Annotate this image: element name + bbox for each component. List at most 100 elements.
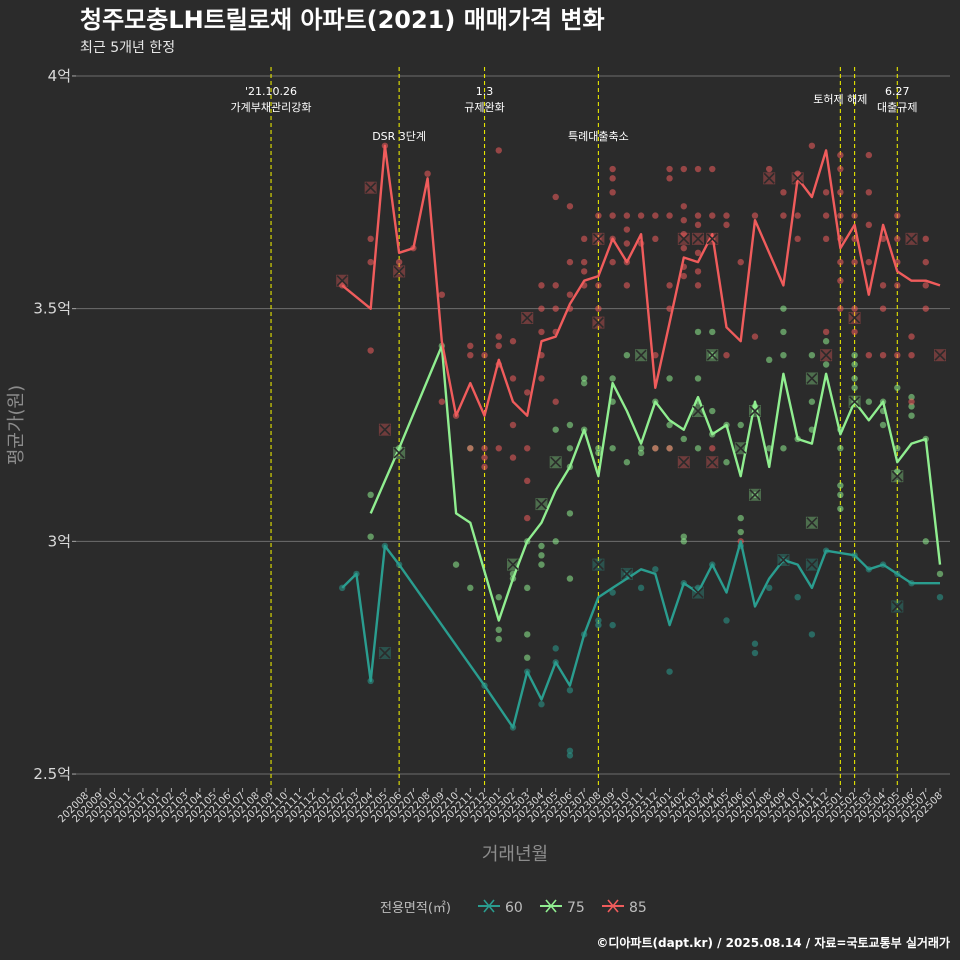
point-85 [623, 282, 631, 289]
point-75 [780, 305, 787, 312]
annotation-label: 토허제 해제 [813, 92, 867, 106]
point-75 [609, 445, 616, 452]
point-85 [865, 189, 873, 196]
point-75 [879, 421, 887, 429]
annotation-date: 1.3 [476, 85, 494, 98]
point-85 [495, 445, 502, 452]
point-75 [609, 375, 616, 382]
point-75 [680, 533, 687, 540]
point-75 [595, 445, 602, 452]
caption: ©디아파트(dapt.kr) / 2025.08.14 / 자료=국토교통부 실… [596, 935, 950, 950]
point-75 [637, 449, 645, 457]
point-85 [908, 398, 915, 405]
point-85 [908, 333, 915, 340]
point-85 [566, 291, 574, 298]
point-85 [837, 151, 844, 159]
point-75 [851, 384, 858, 391]
point-60 [595, 617, 602, 624]
point-85 [894, 212, 901, 219]
point-85 [694, 165, 702, 173]
point-75 [580, 379, 588, 387]
point-85 [851, 328, 858, 336]
point-75 [723, 459, 730, 466]
point-75 [680, 538, 687, 545]
point-85 [509, 421, 517, 429]
point-85 [538, 375, 545, 382]
mark-x-85 [763, 172, 775, 184]
point-85 [709, 445, 716, 452]
point-85 [524, 389, 531, 396]
point-60 [637, 584, 645, 592]
point-75 [367, 533, 374, 540]
point-75 [524, 654, 531, 661]
point-75 [566, 445, 574, 452]
point-60 [552, 645, 559, 652]
point-75 [780, 445, 787, 452]
point-85 [438, 398, 446, 405]
mark-x-85 [379, 424, 391, 436]
point-85 [837, 277, 844, 284]
point-85 [509, 338, 517, 345]
mark-x-85 [592, 233, 604, 245]
point-75 [623, 459, 631, 466]
point-85 [666, 445, 673, 452]
point-85 [879, 282, 887, 289]
mark-x-85 [934, 349, 946, 361]
point-75 [566, 510, 574, 517]
point-75 [495, 593, 502, 601]
point-85 [652, 212, 659, 219]
point-85 [495, 333, 502, 340]
point-85 [424, 170, 431, 177]
point-85 [680, 244, 687, 252]
point-75 [808, 351, 816, 359]
point-85 [481, 454, 488, 461]
point-85 [652, 351, 659, 359]
y-tick-label: 4억 [48, 67, 71, 85]
point-85 [538, 282, 545, 289]
point-85 [865, 221, 873, 229]
point-75 [538, 561, 545, 568]
point-75 [808, 398, 816, 405]
point-60 [766, 584, 773, 592]
point-85 [894, 282, 901, 289]
point-75 [637, 445, 645, 452]
point-85 [580, 258, 588, 266]
point-85 [822, 212, 830, 219]
point-85 [566, 258, 574, 266]
mark-x-60 [891, 600, 903, 613]
point-85 [623, 240, 631, 247]
point-60 [538, 701, 545, 708]
point-85 [894, 351, 901, 359]
point-85 [680, 165, 687, 173]
point-85 [666, 165, 673, 173]
mark-x-75 [535, 498, 548, 510]
point-75 [538, 552, 545, 559]
legend-x-75 [545, 899, 557, 913]
cross-marks [336, 172, 946, 660]
point-85 [865, 258, 873, 266]
point-85 [495, 342, 502, 350]
point-85 [467, 342, 474, 350]
point-85 [666, 175, 673, 182]
point-85 [737, 258, 744, 266]
point-85 [395, 258, 403, 266]
point-85 [566, 203, 574, 210]
mark-x-75 [706, 349, 718, 361]
point-75 [452, 561, 460, 568]
point-75 [566, 421, 574, 429]
annotation-date: 6.27 [885, 85, 910, 98]
point-75 [495, 635, 502, 643]
point-85 [879, 351, 887, 359]
annotation-label: 가계부채관리강화 [231, 101, 312, 114]
point-75 [623, 351, 631, 359]
point-85 [595, 282, 602, 289]
chart-subtitle: 최근 5개년 한정 [80, 40, 175, 56]
point-75 [837, 505, 844, 512]
point-75 [780, 328, 787, 336]
mark-x-60 [777, 554, 789, 566]
y-tick-label: 2.5억 [33, 765, 71, 783]
point-75 [822, 361, 830, 368]
mark-x-85 [365, 182, 377, 194]
point-75 [851, 351, 858, 359]
line-60 [341, 540, 940, 729]
